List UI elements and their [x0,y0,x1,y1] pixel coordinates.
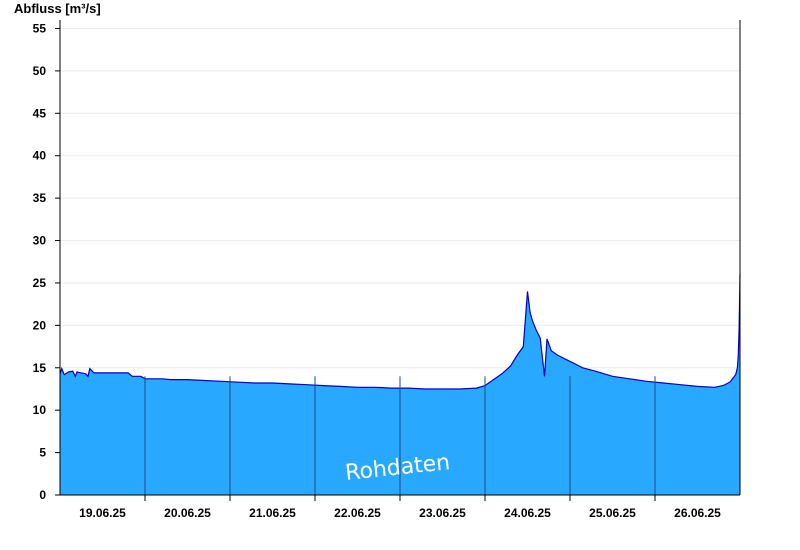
x-tick-label: 19.06.25 [79,506,126,520]
y-tick-label: 5 [39,446,46,460]
y-tick-label: 0 [39,488,46,502]
y-tick-label: 25 [33,276,47,290]
y-tick-label: 35 [33,191,47,205]
y-tick-label: 45 [33,106,47,120]
x-tick-label: 21.06.25 [249,506,296,520]
discharge-line [59,274,741,390]
y-tick-label: 20 [33,318,47,332]
y-tick-label: 55 [33,21,47,35]
plot-area [59,274,741,495]
y-tick-label: 50 [33,64,47,78]
y-axis-title: Abfluss [m³/s] [14,1,101,16]
x-tick-label: 26.06.25 [674,506,721,520]
y-tick-label: 10 [33,403,47,417]
y-axis-ticks: 0 5 10 15 20 25 30 35 40 45 50 55 [33,21,60,502]
x-tick-label: 20.06.25 [164,506,211,520]
x-tick-label: 24.06.25 [504,506,551,520]
x-tick-label: 25.06.25 [589,506,636,520]
x-tick-label: 23.06.25 [419,506,466,520]
y-tick-label: 30 [33,234,47,248]
x-tick-label: 22.06.25 [334,506,381,520]
y-tick-label: 40 [33,149,47,163]
y-tick-label: 15 [33,361,47,375]
x-axis-ticks: 19.06.25 20.06.25 21.06.25 22.06.25 23.06.25… [79,495,721,520]
